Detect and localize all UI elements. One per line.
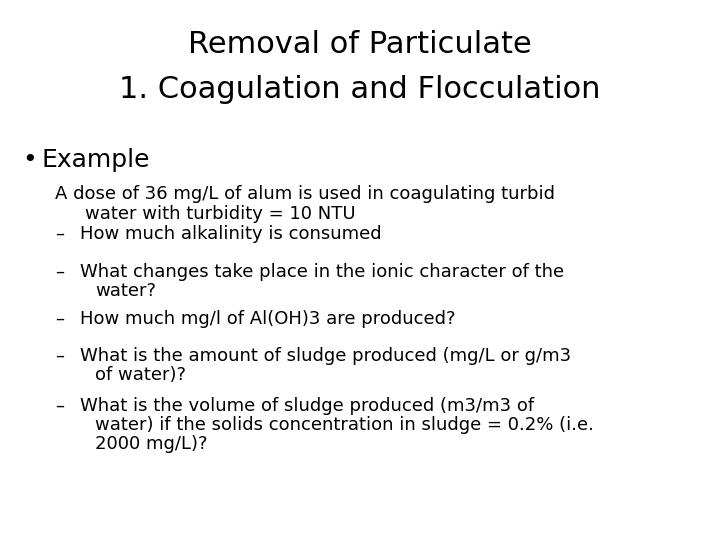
Text: water) if the solids concentration in sludge = 0.2% (i.e.: water) if the solids concentration in sl…	[95, 416, 594, 434]
Text: 1. Coagulation and Flocculation: 1. Coagulation and Flocculation	[120, 75, 600, 104]
Text: water with turbidity = 10 NTU: water with turbidity = 10 NTU	[85, 205, 356, 223]
Text: Removal of Particulate: Removal of Particulate	[188, 30, 532, 59]
Text: –: –	[55, 310, 64, 328]
Text: 2000 mg/L)?: 2000 mg/L)?	[95, 435, 207, 453]
Text: Example: Example	[42, 148, 150, 172]
Text: •: •	[22, 148, 37, 172]
Text: How much alkalinity is consumed: How much alkalinity is consumed	[80, 225, 382, 243]
Text: –: –	[55, 263, 64, 281]
Text: of water)?: of water)?	[95, 366, 186, 384]
Text: water?: water?	[95, 282, 156, 300]
Text: –: –	[55, 347, 64, 365]
Text: What is the volume of sludge produced (m3/m3 of: What is the volume of sludge produced (m…	[80, 397, 534, 415]
Text: What changes take place in the ionic character of the: What changes take place in the ionic cha…	[80, 263, 564, 281]
Text: What is the amount of sludge produced (mg/L or g/m3: What is the amount of sludge produced (m…	[80, 347, 571, 365]
Text: How much mg/l of Al(OH)3 are produced?: How much mg/l of Al(OH)3 are produced?	[80, 310, 456, 328]
Text: A dose of 36 mg/L of alum is used in coagulating turbid: A dose of 36 mg/L of alum is used in coa…	[55, 185, 555, 203]
Text: –: –	[55, 397, 64, 415]
Text: –: –	[55, 225, 64, 243]
